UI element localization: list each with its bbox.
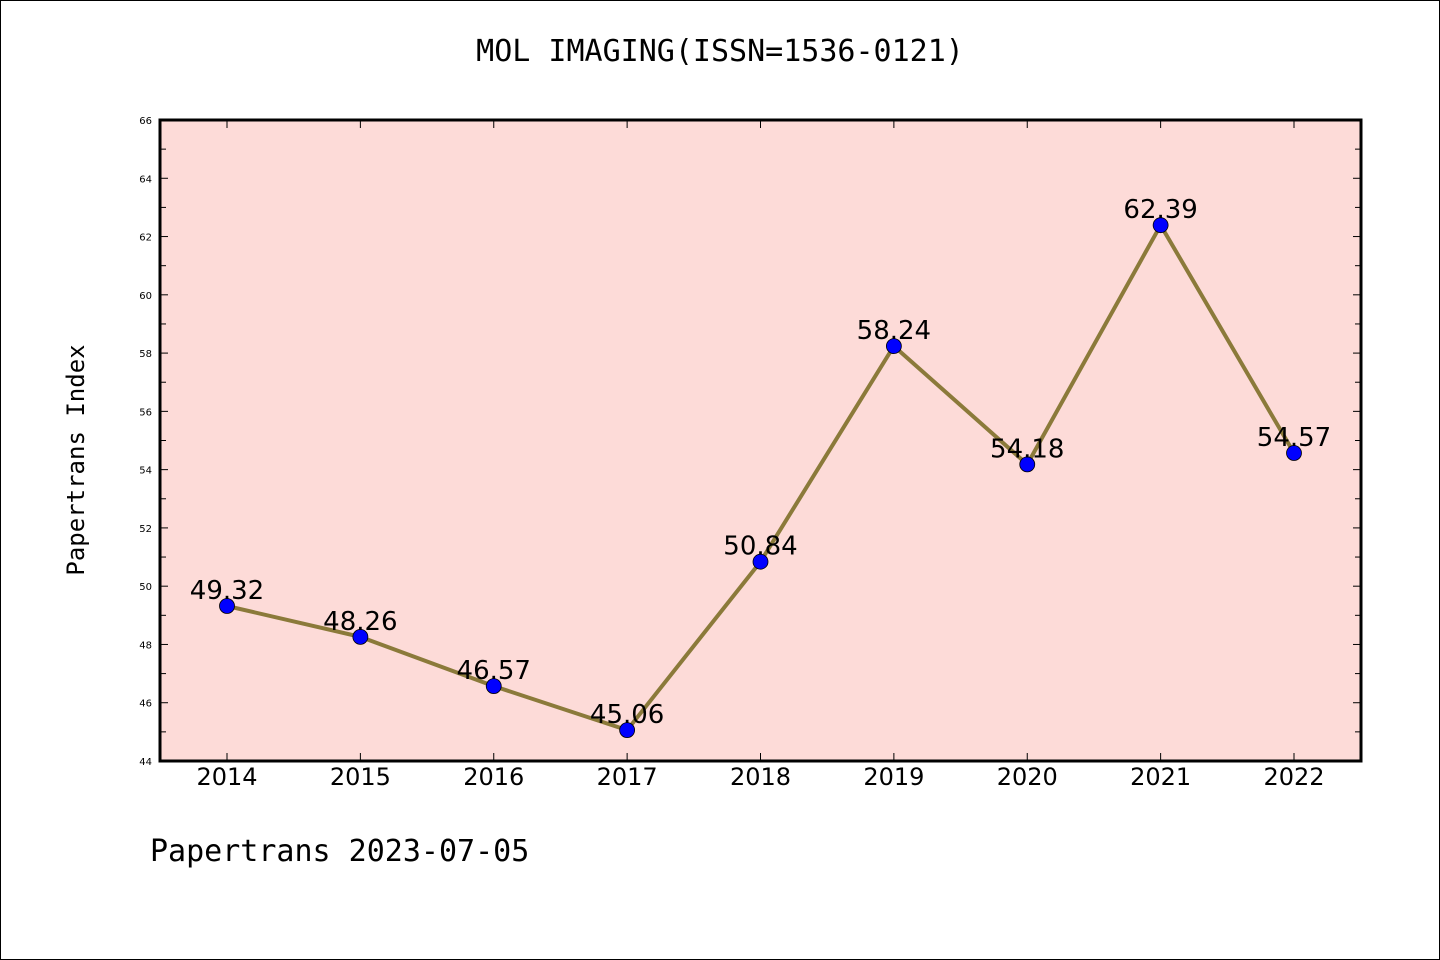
- y-tick-label: 46: [139, 699, 152, 710]
- data-point: [752, 553, 769, 570]
- data-point: [885, 338, 902, 354]
- x-tick-label: 2014: [196, 763, 257, 791]
- y-tick-label: 64: [139, 174, 152, 185]
- chart-title: MOL IMAGING(ISSN=1536-0121): [476, 34, 964, 69]
- data-label: 62.39: [1123, 195, 1197, 225]
- data-label: 46.57: [457, 656, 531, 686]
- data-point: [619, 722, 636, 739]
- plot-border: [158, 118, 1363, 763]
- data-label: 54.18: [990, 434, 1064, 464]
- y-tick-label: 56: [139, 407, 152, 418]
- y-tick-label: 48: [139, 640, 152, 651]
- data-point: [219, 598, 235, 614]
- x-tick-label: 2017: [597, 763, 658, 791]
- y-tick-label: 44: [139, 757, 152, 768]
- y-tick-label: 58: [139, 349, 152, 360]
- y-tick-label: 62: [139, 233, 152, 244]
- x-tick-label: 2018: [730, 763, 791, 791]
- y-tick-label: 52: [139, 524, 152, 535]
- data-label: 48.26: [323, 607, 397, 637]
- y-tick-label: 50: [139, 582, 152, 593]
- data-label: 58.24: [857, 316, 931, 346]
- data-point: [1152, 217, 1169, 234]
- x-tick-label: 2019: [863, 763, 924, 791]
- x-tick-label: 2016: [463, 763, 524, 791]
- data-label: 54.57: [1257, 423, 1331, 453]
- data-label: 50.84: [723, 532, 797, 562]
- y-tick-label: 54: [139, 466, 152, 477]
- data-point: [1019, 456, 1036, 473]
- y-tick-label: 60: [139, 291, 152, 302]
- data-label: 49.32: [190, 576, 264, 606]
- data-label: 45.06: [590, 700, 664, 730]
- footer-text: Papertrans 2023-07-05: [150, 834, 530, 869]
- data-point: [352, 628, 369, 645]
- x-tick-label: 2015: [330, 763, 391, 791]
- x-tick-label: 2021: [1130, 763, 1191, 791]
- data-point: [485, 678, 502, 695]
- data-point: [1286, 445, 1302, 461]
- x-tick-label: 2020: [997, 763, 1058, 791]
- x-tick-label: 2022: [1263, 763, 1324, 791]
- y-tick-label: 66: [139, 116, 152, 127]
